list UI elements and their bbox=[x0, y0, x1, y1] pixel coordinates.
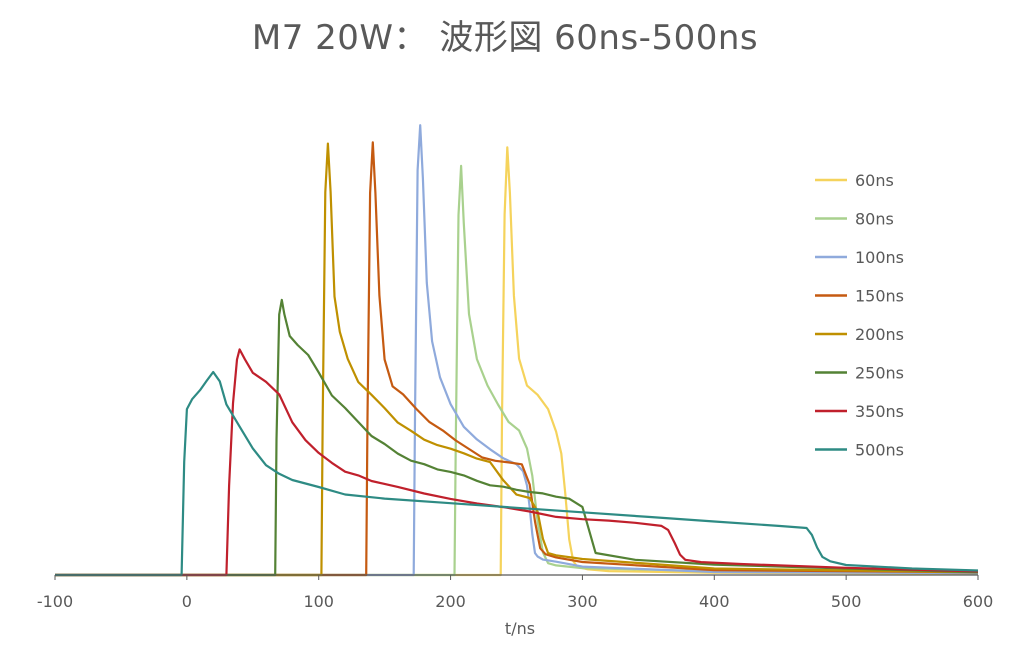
legend-label: 150ns bbox=[855, 287, 904, 306]
series-line-500ns bbox=[55, 370, 979, 577]
series-line-150ns bbox=[55, 141, 979, 577]
x-tick-label: 100 bbox=[303, 592, 334, 611]
legend-label: 350ns bbox=[855, 402, 904, 421]
legend: 60ns 80ns 100ns 150ns 200ns 250ns 350ns 500ns bbox=[815, 171, 904, 460]
x-tick-label: 400 bbox=[699, 592, 730, 611]
x-tick-label: 200 bbox=[435, 592, 466, 611]
series-line-350ns bbox=[55, 348, 979, 577]
series-line-250ns bbox=[55, 298, 979, 577]
chart-title: M7 20W： 波形図 60ns-500ns bbox=[251, 18, 759, 58]
legend-label: 60ns bbox=[855, 171, 894, 190]
legend-label: 200ns bbox=[855, 325, 904, 344]
x-tick-label: 500 bbox=[831, 592, 862, 611]
x-tick-label: 600 bbox=[963, 592, 994, 611]
x-axis-label: t/ns bbox=[505, 619, 535, 638]
legend-label: 250ns bbox=[855, 364, 904, 383]
legend-label: 100ns bbox=[855, 248, 904, 267]
series-line-200ns bbox=[55, 142, 979, 577]
x-tick-label: -100 bbox=[37, 592, 73, 611]
legend-label: 80ns bbox=[855, 210, 894, 229]
x-tick-label: 0 bbox=[182, 592, 192, 611]
series-line-100ns bbox=[55, 124, 979, 577]
series-line-60ns bbox=[55, 146, 979, 577]
x-axis: -100 0 100 200 300 400 500 600 bbox=[37, 574, 994, 611]
series-line-80ns bbox=[55, 164, 979, 577]
legend-label: 500ns bbox=[855, 441, 904, 460]
series-layer bbox=[55, 124, 979, 577]
x-tick-label: 300 bbox=[567, 592, 598, 611]
